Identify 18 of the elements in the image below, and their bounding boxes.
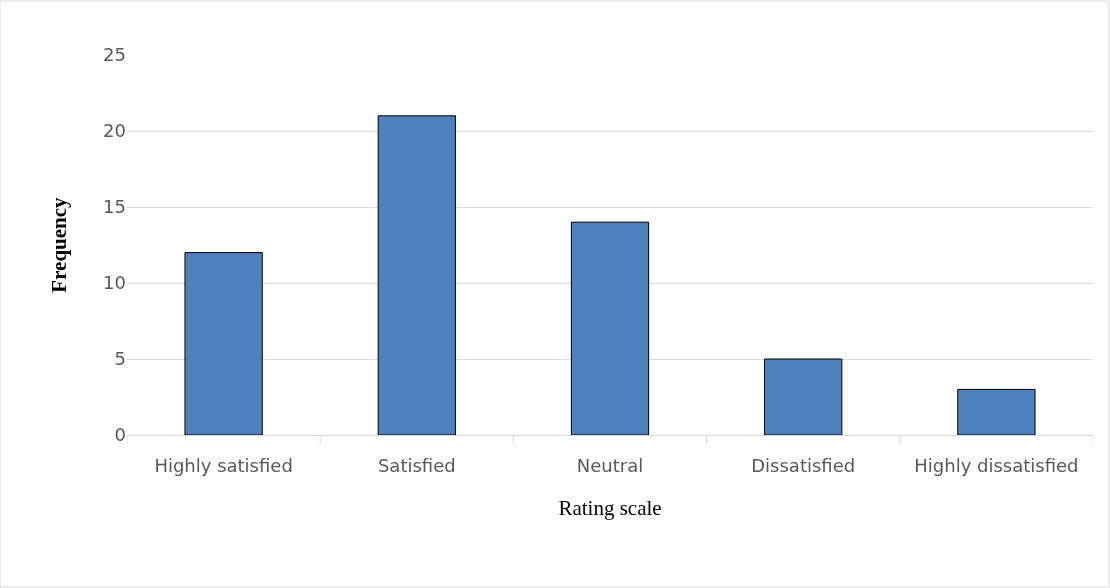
y-tick-label: 10 (103, 272, 126, 294)
y-tick-label: 15 (103, 196, 126, 218)
bar (184, 252, 263, 435)
y-tick-label: 25 (103, 44, 126, 66)
y-axis-title: Frequency (47, 196, 72, 293)
x-axis-title: Rating scale (558, 495, 662, 520)
bar (570, 221, 650, 435)
x-tick-label: Highly dissatisfied (914, 454, 1079, 476)
y-tick-label: 20 (103, 120, 126, 142)
bar (957, 388, 1036, 435)
x-tick-label: Satisfied (377, 454, 456, 476)
bar (764, 358, 843, 435)
bar (377, 115, 456, 435)
y-tick-label: 0 (114, 424, 126, 446)
x-tick-label: Neutral (576, 454, 644, 476)
x-tick-label: Dissatisfied (751, 454, 856, 476)
y-tick-label: 5 (114, 348, 126, 370)
x-tick-label: Highly satisfied (154, 454, 293, 476)
